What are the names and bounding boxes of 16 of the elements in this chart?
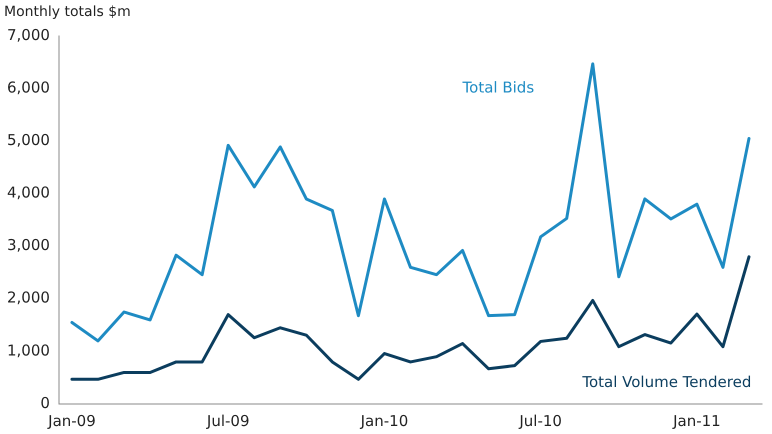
y-axis-title: Monthly totals $m bbox=[4, 4, 131, 20]
text: Total Bids bbox=[462, 78, 534, 96]
y-tick-label: 2,000 bbox=[6, 288, 50, 307]
y-tick-label: 1,000 bbox=[6, 341, 50, 360]
x-tick-label: Jan-11 bbox=[672, 412, 721, 430]
y-tick-label: 0 bbox=[40, 394, 50, 412]
x-tick-label: Jul-10 bbox=[518, 412, 562, 430]
x-tick-label: Jan-10 bbox=[360, 412, 408, 430]
x-tick-label: Jan-09 bbox=[47, 412, 96, 430]
text: Total Volume Tendered bbox=[581, 372, 752, 391]
y-tick-label: 5,000 bbox=[6, 131, 50, 150]
y-tick-label: 4,000 bbox=[6, 184, 50, 202]
x-tick-label: Jul-09 bbox=[206, 412, 250, 430]
y-tick-label: 7,000 bbox=[6, 26, 50, 44]
y-tick-label: 3,000 bbox=[6, 236, 50, 254]
y-tick-label: 6,000 bbox=[6, 78, 50, 96]
